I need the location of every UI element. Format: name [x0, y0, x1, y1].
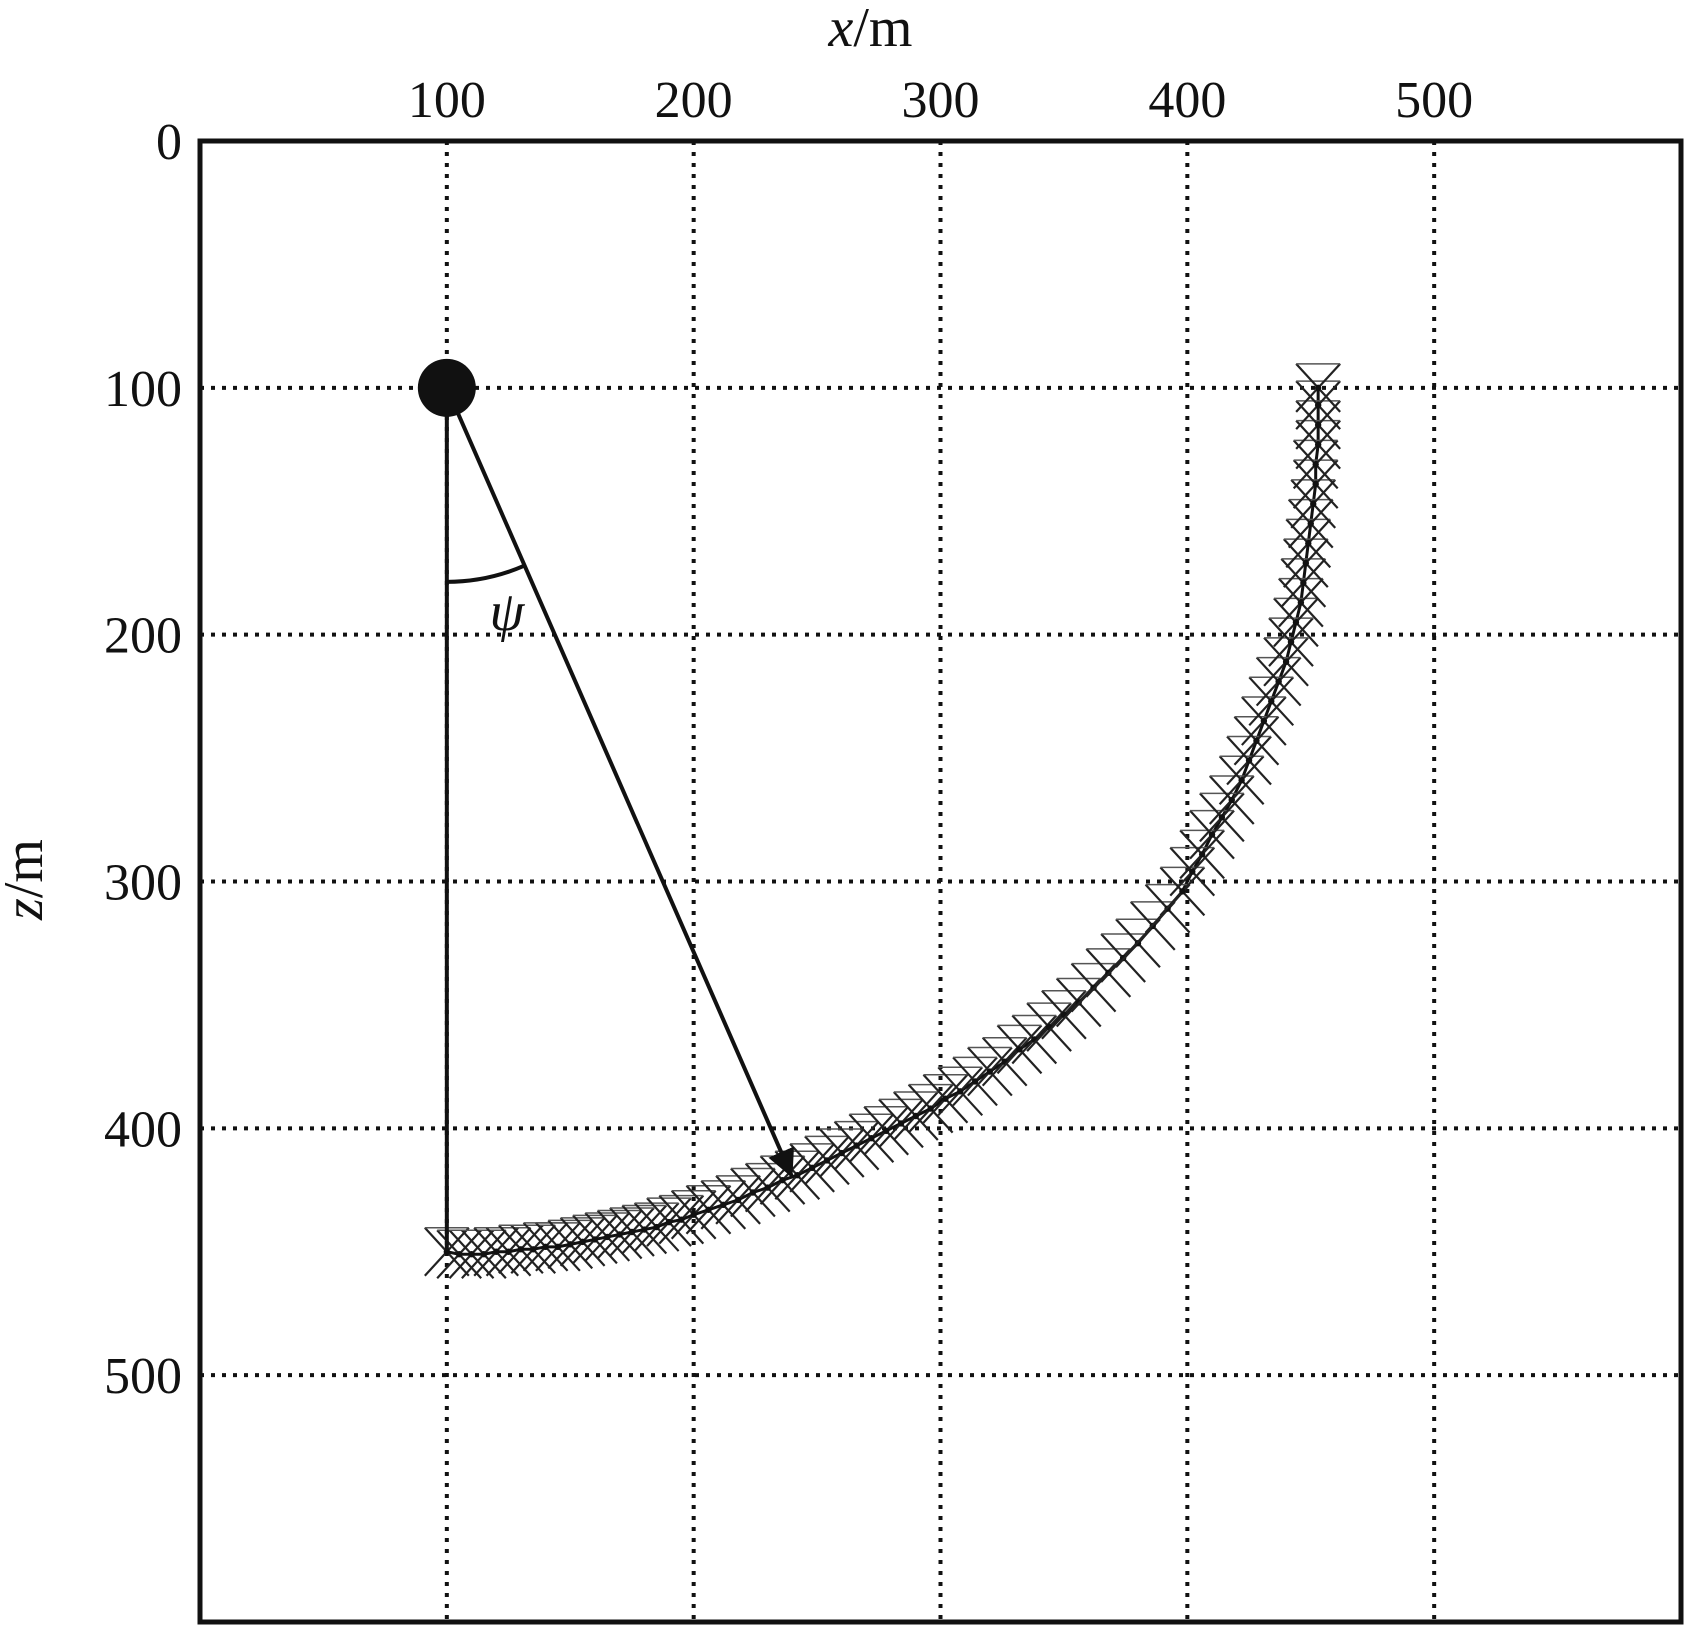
x-tick-label: 400 [1148, 72, 1226, 129]
z-tick-label: 500 [104, 1348, 182, 1405]
data-point [1295, 380, 1341, 430]
data-point [633, 1202, 680, 1252]
data-point [952, 1056, 998, 1107]
data-point [621, 1204, 668, 1255]
data-point [1292, 459, 1339, 509]
z-axis-title: z/m [0, 839, 55, 921]
data-point [715, 1175, 761, 1225]
direction-arrow [445, 387, 795, 1179]
data-point [646, 1197, 692, 1247]
data-point [730, 1167, 776, 1218]
x-axis-title: x/m [828, 0, 913, 59]
data-point [670, 1189, 717, 1240]
data-point [1287, 498, 1334, 549]
data-point [1273, 597, 1319, 648]
z-tick-label: 300 [104, 855, 182, 912]
data-point [967, 1046, 1013, 1097]
data-series [424, 363, 1341, 1279]
z-tick-label: 0 [156, 114, 182, 171]
data-point [700, 1180, 747, 1230]
data-point [1233, 716, 1280, 766]
data-point [685, 1185, 732, 1235]
data-point [1268, 617, 1314, 667]
z-tick-label: 100 [104, 361, 182, 418]
data-point [461, 1229, 507, 1279]
angle-psi-label: ψ [489, 581, 525, 643]
x-tick-label: 300 [902, 72, 980, 129]
data-point [981, 1036, 1028, 1087]
data-point [1278, 577, 1324, 628]
data-point [1208, 775, 1255, 825]
data-point [907, 1083, 954, 1134]
x-axis-var: x [828, 0, 854, 59]
data-point [1292, 439, 1339, 490]
x-tick-label: 100 [408, 72, 486, 129]
z-axis-unit: /m [0, 839, 55, 898]
data-point [1241, 696, 1287, 746]
data-point [1255, 656, 1302, 707]
data-point [863, 1106, 910, 1156]
z-axis-var: z [0, 898, 55, 921]
source-point [417, 358, 476, 417]
tick-labels: 100 200 300 400 500 0 100 200 300 400 500 [104, 72, 1473, 1405]
angle-arc [446, 563, 526, 584]
data-point [1226, 735, 1272, 786]
data-point [485, 1227, 532, 1277]
z-tick-label: 400 [104, 1101, 182, 1158]
grid-lines [200, 141, 1681, 1622]
data-point [789, 1143, 835, 1193]
data-point [922, 1073, 969, 1124]
data-point [1285, 518, 1332, 569]
z-tick-label: 200 [104, 608, 182, 665]
data-point [1026, 1002, 1072, 1052]
plot-frame [197, 138, 1684, 1625]
x-tick-label: 500 [1395, 72, 1473, 129]
data-point [510, 1224, 557, 1275]
x-axis-unit: /m [853, 0, 912, 59]
data-point [1295, 363, 1341, 413]
data-point [1295, 400, 1341, 450]
data-point [937, 1066, 984, 1117]
data-point [744, 1162, 791, 1213]
data-point [1248, 676, 1295, 727]
data-point [1263, 637, 1309, 687]
x-tick-label: 200 [655, 72, 733, 129]
data-point [1011, 1014, 1058, 1065]
data-point [996, 1024, 1043, 1075]
reference-geometry [417, 358, 795, 1252]
